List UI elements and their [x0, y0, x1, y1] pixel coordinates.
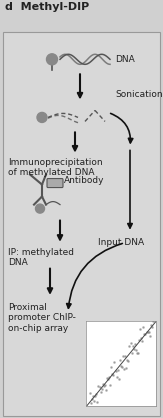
Text: Immunoprecipitation
of methylated DNA: Immunoprecipitation of methylated DNA — [8, 158, 103, 177]
FancyBboxPatch shape — [47, 178, 63, 188]
Text: Proximal
promoter ChIP-
on-chip array: Proximal promoter ChIP- on-chip array — [8, 303, 76, 333]
Text: Antibody: Antibody — [64, 176, 104, 185]
FancyBboxPatch shape — [3, 32, 160, 416]
Circle shape — [36, 204, 44, 213]
Text: Input DNA: Input DNA — [98, 238, 144, 247]
Circle shape — [37, 112, 47, 122]
Text: IP: methylated
DNA: IP: methylated DNA — [8, 248, 74, 267]
Circle shape — [46, 54, 58, 65]
Text: Sonication: Sonication — [115, 90, 163, 99]
Text: DNA: DNA — [115, 55, 135, 64]
Text: d  Methyl-DIP: d Methyl-DIP — [5, 2, 89, 12]
